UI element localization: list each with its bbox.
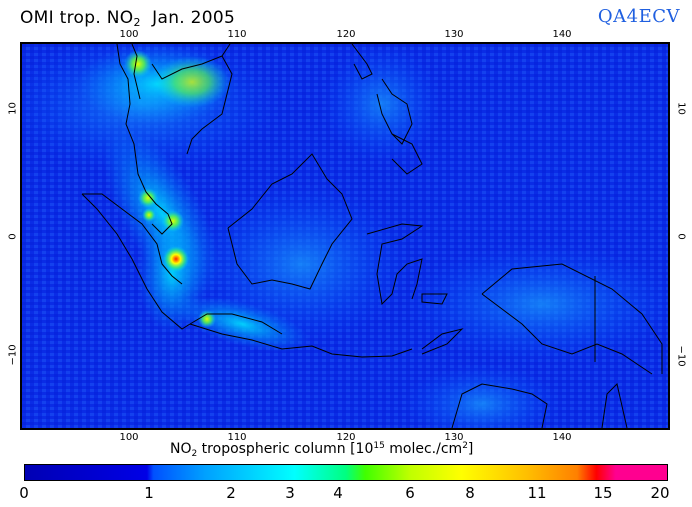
latitude-tick-label: 0 xyxy=(8,227,19,247)
colorbar-title: NO2 tropospheric column [1015 molec./cm2… xyxy=(170,441,473,459)
colorbar-tick-label: 3 xyxy=(285,484,295,502)
no2-map xyxy=(20,42,670,430)
colorbar-title-no: NO xyxy=(170,441,192,457)
longitude-tick-label: 110 xyxy=(227,29,247,40)
brand-label: QA4ECV xyxy=(598,6,680,27)
longitude-tick-label: 100 xyxy=(119,432,139,443)
longitude-tick-label: 120 xyxy=(336,29,356,40)
longitude-tick-label: 100 xyxy=(119,29,139,40)
latitude-tick-label: 0 xyxy=(676,227,687,247)
longitude-tick-label: 140 xyxy=(552,29,572,40)
latitude-tick-label: −10 xyxy=(8,346,19,366)
latitude-tick-label: −10 xyxy=(676,346,687,366)
colorbar-tick-label: 1 xyxy=(144,484,154,502)
map-title: OMI trop. NO2 Jan. 2005 xyxy=(20,8,235,29)
colorbar-tick-label: 8 xyxy=(465,484,475,502)
colorbar xyxy=(24,464,668,481)
colorbar-title-exp: 15 xyxy=(373,441,384,451)
colorbar-tick-label: 15 xyxy=(593,484,612,502)
title-date: Jan. 2005 xyxy=(141,8,235,28)
colorbar-tick-label: 11 xyxy=(527,484,546,502)
latitude-tick-label: 10 xyxy=(676,99,687,119)
colorbar-title-end: ] xyxy=(468,441,473,457)
colorbar-tick-label: 20 xyxy=(650,484,669,502)
colorbar-tick-label: 4 xyxy=(333,484,343,502)
colorbar-tick-label: 0 xyxy=(19,484,29,502)
title-subscript: 2 xyxy=(133,16,140,29)
title-text: OMI trop. NO xyxy=(20,8,133,28)
map-canvas xyxy=(22,44,668,428)
latitude-tick-label: 10 xyxy=(8,99,19,119)
longitude-tick-label: 140 xyxy=(552,432,572,443)
colorbar-tick-label: 2 xyxy=(226,484,236,502)
colorbar-title-mid: tropospheric column [10 xyxy=(197,441,373,457)
longitude-tick-label: 130 xyxy=(444,29,464,40)
colorbar-tick-label: 6 xyxy=(405,484,415,502)
colorbar-title-unit: molec./cm xyxy=(385,441,462,457)
